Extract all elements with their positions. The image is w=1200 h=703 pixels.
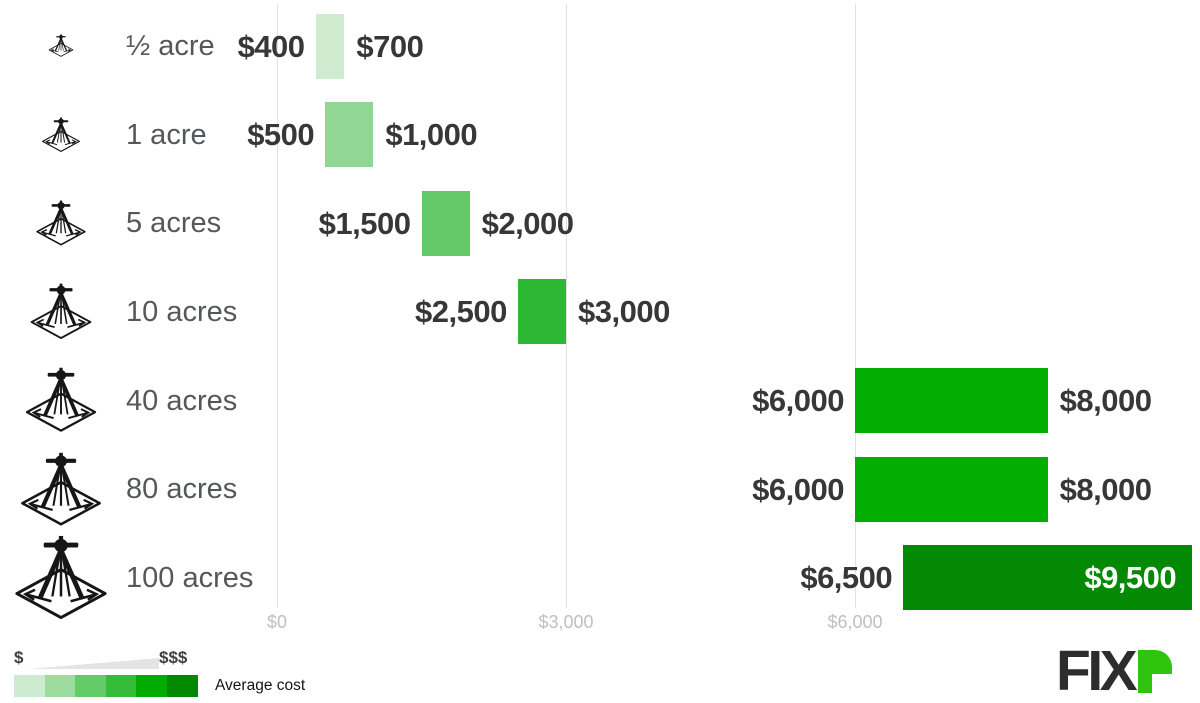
cost-range-bar (855, 456, 1048, 522)
legend-gradient-segment (14, 675, 45, 697)
acreage-label: 100 acres (126, 561, 254, 594)
axis-tick-label: $3,000 (538, 612, 594, 632)
acreage-label: 10 acres (126, 295, 238, 328)
gridline (276, 4, 278, 608)
acreage-label: 5 acres (126, 207, 222, 240)
max-cost-label: $3,000 (578, 294, 670, 330)
survey-tripod-plot-icon (36, 200, 86, 246)
acreage-label: 80 acres (126, 473, 238, 506)
axis-tick-label: $6,000 (827, 612, 883, 632)
cost-range-bar (903, 545, 1193, 611)
acreage-label: 1 acre (126, 118, 207, 151)
legend-gradient-segment (75, 675, 106, 697)
axis-tick-label: $0 (266, 612, 288, 632)
survey-tripod-plot-icon (15, 535, 107, 619)
fixr-logo-r-glyph (1138, 650, 1173, 693)
cost-range-bar (517, 279, 566, 345)
min-cost-label: $6,000 (752, 383, 844, 419)
min-cost-label: $400 (237, 28, 305, 64)
min-cost-label: $2,500 (415, 294, 507, 330)
cost-range-bar (855, 368, 1048, 434)
gridline (565, 4, 567, 608)
cost-range-bar (325, 102, 374, 168)
legend-gradient-segment (105, 675, 137, 697)
survey-tripod-plot-icon (21, 452, 101, 526)
acreage-label: 40 acres (126, 384, 238, 417)
survey-tripod-plot-icon (30, 283, 92, 340)
min-cost-label: $6,500 (800, 560, 893, 596)
legend-low-symbol: $ (14, 648, 24, 667)
max-cost-label: $8,000 (1059, 383, 1152, 419)
cost-range-bar (315, 13, 345, 79)
acreage-label: ½ acre (126, 30, 215, 62)
min-cost-label: $1,500 (318, 205, 411, 241)
max-cost-label: $8,000 (1059, 471, 1152, 507)
max-cost-label: $700 (356, 28, 424, 64)
legend-gradient-segment (166, 675, 198, 697)
legend-high-symbol: $$$ (159, 648, 188, 667)
survey-tripod-plot-icon (42, 117, 80, 152)
legend-wedge-icon (28, 658, 159, 669)
fixr-logo-text: FIX (1056, 639, 1138, 703)
max-cost-label: $9,500 (1084, 560, 1177, 596)
legend-caption: Average cost (215, 677, 306, 694)
legend-gradient-segment (44, 675, 76, 697)
max-cost-label: $2,000 (481, 205, 574, 241)
gridline (854, 4, 856, 608)
survey-tripod-plot-icon (48, 34, 74, 58)
min-cost-label: $6,000 (752, 471, 844, 507)
cost-range-bar (421, 190, 470, 256)
legend-gradient-segment (136, 675, 167, 697)
max-cost-label: $1,000 (385, 117, 478, 153)
survey-tripod-plot-icon (25, 368, 97, 433)
min-cost-label: $500 (247, 117, 315, 153)
fixr-logo: FIX (1056, 639, 1173, 703)
